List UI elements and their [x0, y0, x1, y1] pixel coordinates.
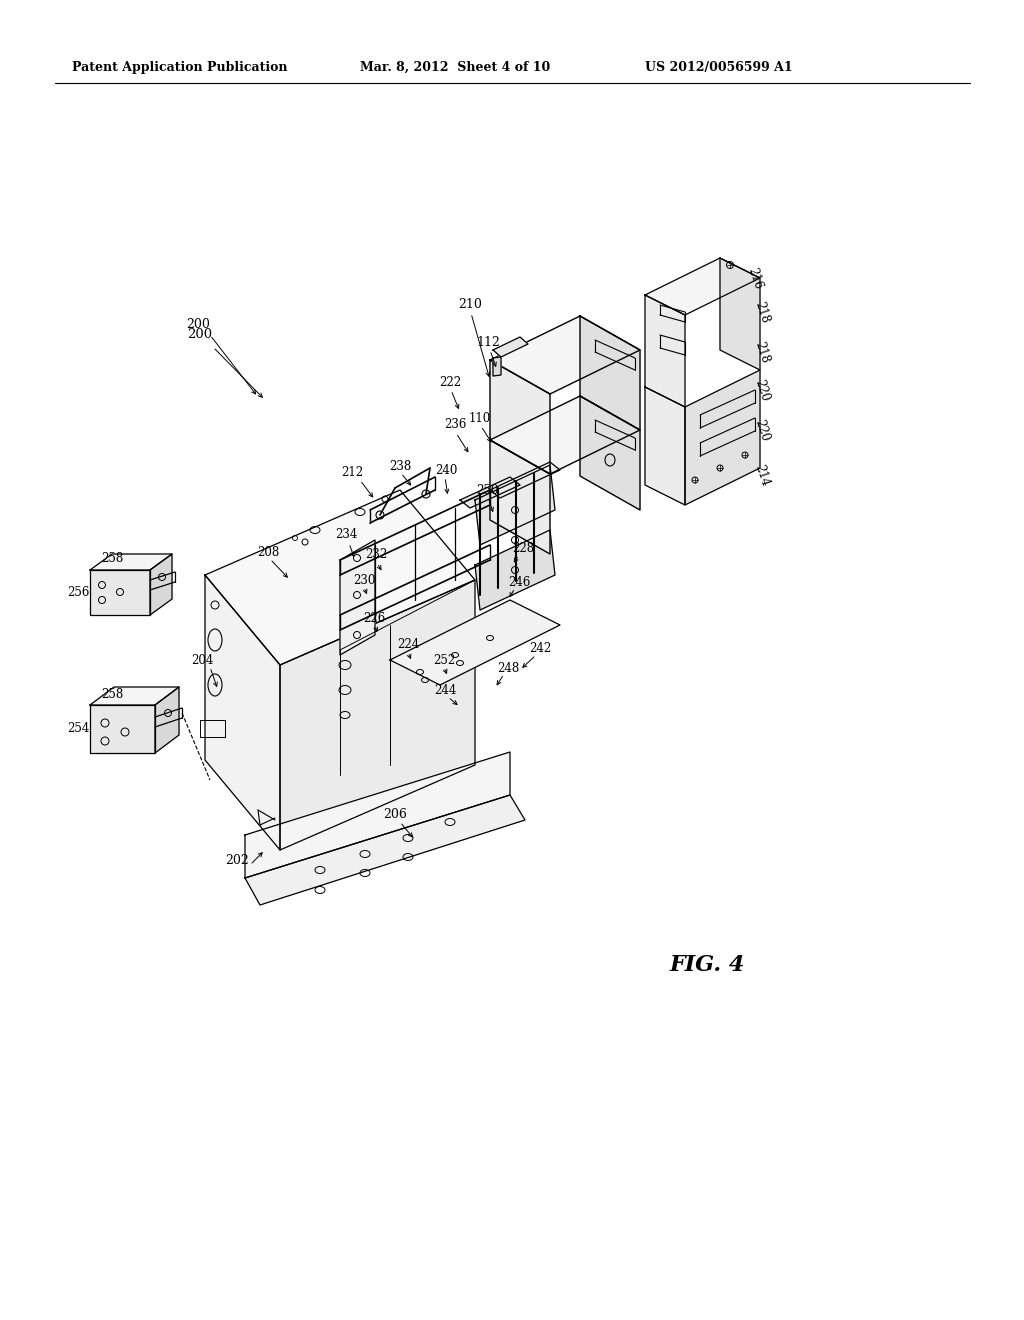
Text: 258: 258 — [101, 552, 123, 565]
Text: 246: 246 — [508, 576, 530, 589]
Text: 222: 222 — [439, 375, 461, 388]
Text: 250: 250 — [476, 483, 499, 496]
Polygon shape — [490, 360, 550, 474]
Text: 242: 242 — [528, 642, 551, 655]
Text: 210: 210 — [458, 298, 482, 312]
Text: 218: 218 — [753, 339, 772, 364]
Polygon shape — [493, 337, 528, 356]
Text: 200: 200 — [187, 329, 213, 342]
Text: FIG. 4: FIG. 4 — [670, 954, 745, 975]
Polygon shape — [645, 387, 685, 506]
Text: 228: 228 — [512, 541, 535, 554]
Text: Mar. 8, 2012  Sheet 4 of 10: Mar. 8, 2012 Sheet 4 of 10 — [360, 61, 550, 74]
Text: 212: 212 — [341, 466, 364, 479]
Text: 202: 202 — [225, 854, 249, 866]
Polygon shape — [390, 601, 560, 685]
Text: 110: 110 — [469, 412, 492, 425]
Polygon shape — [580, 396, 640, 510]
Polygon shape — [490, 462, 560, 498]
Text: 248: 248 — [497, 661, 519, 675]
Text: 214: 214 — [753, 462, 772, 487]
Polygon shape — [490, 315, 640, 393]
Polygon shape — [645, 294, 685, 407]
Text: 256: 256 — [67, 586, 89, 598]
Text: 244: 244 — [434, 684, 456, 697]
Text: Patent Application Publication: Patent Application Publication — [72, 61, 288, 74]
Polygon shape — [720, 257, 760, 370]
Polygon shape — [90, 570, 150, 615]
Polygon shape — [90, 554, 172, 570]
Polygon shape — [475, 465, 555, 545]
Polygon shape — [155, 686, 179, 752]
Text: 258: 258 — [101, 689, 123, 701]
Text: 238: 238 — [389, 459, 411, 473]
Text: 252: 252 — [433, 653, 455, 667]
Polygon shape — [645, 257, 760, 315]
Polygon shape — [205, 576, 280, 850]
Text: 230: 230 — [353, 573, 375, 586]
Text: 232: 232 — [365, 549, 387, 561]
Text: 218: 218 — [753, 300, 772, 325]
Polygon shape — [493, 356, 501, 376]
Polygon shape — [90, 705, 155, 752]
Text: 206: 206 — [383, 808, 407, 821]
Text: 208: 208 — [257, 545, 280, 558]
Text: 204: 204 — [190, 653, 213, 667]
Text: US 2012/0056599 A1: US 2012/0056599 A1 — [645, 61, 793, 74]
Polygon shape — [685, 370, 760, 506]
Text: 200: 200 — [186, 318, 210, 331]
Polygon shape — [490, 396, 640, 474]
Text: 220: 220 — [753, 378, 772, 403]
Text: 226: 226 — [362, 611, 385, 624]
Text: 236: 236 — [443, 418, 466, 432]
Text: 240: 240 — [435, 463, 457, 477]
Polygon shape — [205, 490, 475, 665]
Polygon shape — [460, 477, 520, 508]
Polygon shape — [280, 579, 475, 850]
Polygon shape — [340, 540, 375, 655]
Polygon shape — [90, 686, 179, 705]
Text: 224: 224 — [397, 639, 419, 652]
Polygon shape — [580, 315, 640, 430]
Text: 112: 112 — [476, 335, 500, 348]
Text: 234: 234 — [335, 528, 357, 541]
Polygon shape — [150, 554, 172, 615]
Polygon shape — [490, 440, 550, 554]
Polygon shape — [475, 531, 555, 610]
Text: 216: 216 — [745, 265, 765, 290]
Polygon shape — [245, 752, 510, 878]
Text: 220: 220 — [753, 417, 772, 442]
Text: 254: 254 — [67, 722, 89, 734]
Polygon shape — [245, 795, 525, 906]
